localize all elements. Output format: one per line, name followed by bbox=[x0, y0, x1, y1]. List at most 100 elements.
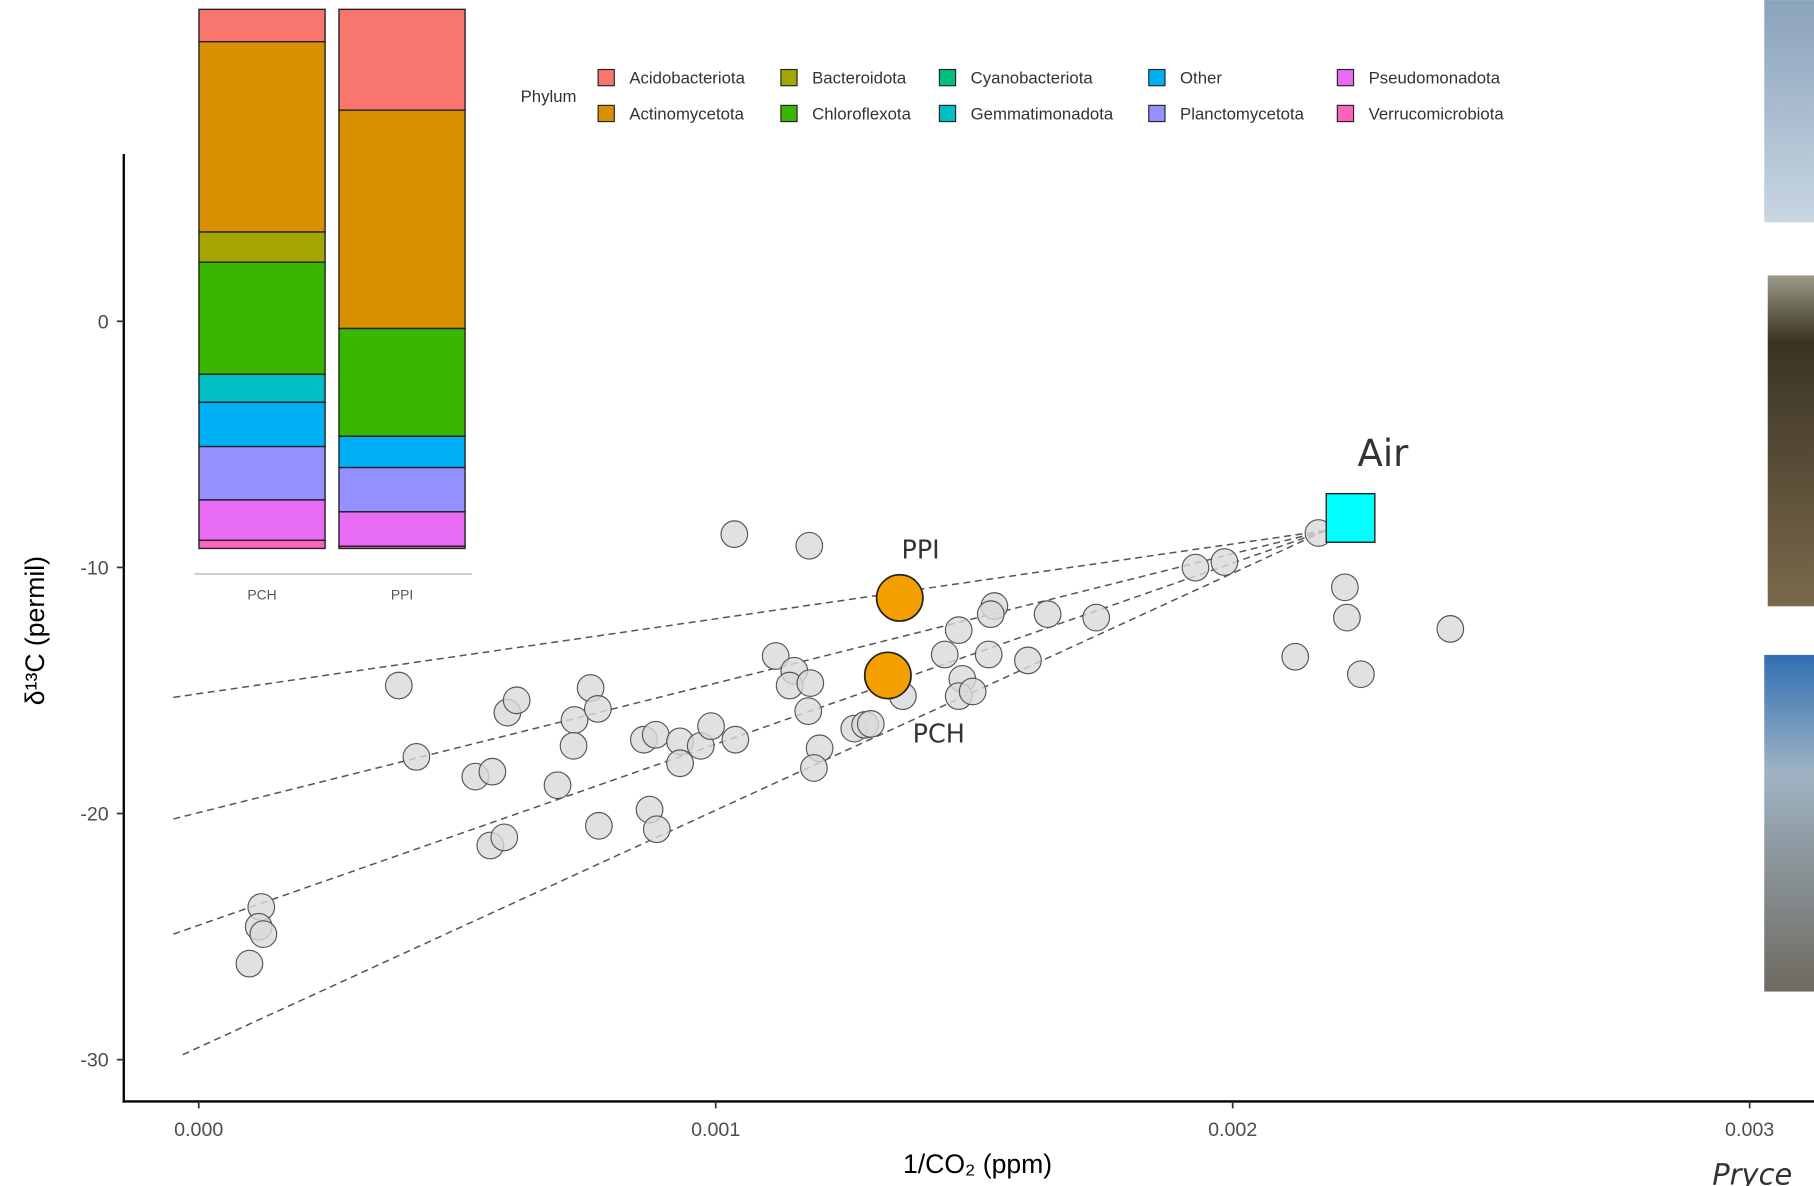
data-point bbox=[794, 697, 823, 726]
legend-swatch bbox=[1148, 104, 1166, 123]
legend-swatch bbox=[1336, 104, 1355, 123]
x-tick-label: PPI bbox=[391, 586, 413, 602]
legend-label: Acidobacteriota bbox=[629, 68, 745, 87]
bar-segment bbox=[198, 231, 326, 263]
y-tick-label: -30 bbox=[80, 1050, 108, 1072]
x-tick-label: PCH bbox=[247, 586, 276, 602]
legend-label: Pseudomonadota bbox=[1369, 68, 1501, 87]
data-point bbox=[856, 710, 885, 738]
data-point bbox=[384, 671, 413, 700]
data-point bbox=[1082, 603, 1111, 632]
bar-segment bbox=[198, 8, 326, 43]
mixing-line bbox=[182, 529, 1327, 1056]
bar-segment bbox=[338, 466, 466, 513]
legend-label: Cyanobacteriota bbox=[971, 68, 1094, 87]
data-point bbox=[697, 712, 725, 741]
bar-segment bbox=[198, 445, 326, 501]
data-point bbox=[761, 642, 790, 670]
legend-label: Verrucomicrobiota bbox=[1369, 104, 1505, 123]
bar-segment bbox=[338, 435, 466, 469]
bar-segment bbox=[198, 41, 326, 233]
data-point bbox=[958, 677, 987, 706]
data-point bbox=[800, 754, 828, 782]
legend-label: Actinomycetota bbox=[629, 104, 744, 123]
bar-segment bbox=[338, 327, 466, 438]
legend-label: Bacteroidota bbox=[812, 68, 907, 87]
reference-point bbox=[863, 651, 912, 700]
legend-label: Gemmatimonadota bbox=[971, 104, 1114, 123]
x-tick-label: 0.002 bbox=[1208, 1119, 1257, 1141]
data-point bbox=[478, 757, 507, 786]
mixing-line bbox=[173, 529, 1326, 820]
point-label: Air bbox=[1358, 432, 1410, 475]
y-tick-label: 0 bbox=[98, 311, 109, 333]
legend-swatch bbox=[597, 68, 615, 87]
data-point bbox=[1210, 548, 1239, 576]
x-tick-label: 0.001 bbox=[691, 1119, 740, 1141]
data-point bbox=[1333, 603, 1361, 632]
air-marker bbox=[1325, 492, 1376, 543]
x-tick-label: 0.003 bbox=[1725, 1119, 1774, 1141]
data-point bbox=[1181, 553, 1210, 582]
data-point bbox=[930, 640, 959, 669]
legend-swatch bbox=[1148, 68, 1166, 87]
bar-segment bbox=[198, 373, 326, 404]
reference-point bbox=[875, 573, 924, 622]
data-point bbox=[976, 600, 1005, 629]
photo bbox=[1767, 275, 1814, 607]
data-point bbox=[666, 749, 694, 778]
legend-swatch bbox=[938, 68, 957, 87]
legend-title: Phylum bbox=[521, 87, 577, 106]
legend-swatch bbox=[597, 104, 615, 123]
photo bbox=[1764, 0, 1814, 223]
data-point bbox=[1014, 646, 1042, 675]
legend-swatch bbox=[780, 68, 798, 87]
data-point bbox=[1330, 573, 1359, 602]
data-point bbox=[1347, 660, 1375, 689]
scatter-plot: 0 -10 -20 -30 0.000 0.001 0.002 0.003 1/CO₂ (ppm… bbox=[20, 153, 1814, 1186]
data-point bbox=[490, 823, 519, 852]
mixing-line bbox=[173, 529, 1326, 699]
data-point bbox=[1033, 600, 1062, 629]
bar-segment bbox=[338, 8, 466, 111]
bar-segment bbox=[198, 499, 326, 542]
legend-swatch bbox=[1336, 68, 1355, 87]
data-point bbox=[584, 811, 613, 840]
point-label: PPI bbox=[901, 536, 939, 566]
x-axis-title: 1/CO₂ (ppm) bbox=[903, 1149, 1052, 1179]
photo bbox=[1764, 654, 1814, 992]
data-point bbox=[559, 731, 588, 760]
corner-text: Pryce bbox=[1712, 1158, 1792, 1186]
legend-swatch bbox=[938, 104, 957, 123]
data-point bbox=[642, 815, 671, 844]
data-point bbox=[721, 725, 750, 754]
y-tick-label: -10 bbox=[80, 557, 108, 579]
y-axis-title: δ¹³C (permil) bbox=[20, 556, 50, 705]
mixing-line bbox=[173, 529, 1326, 935]
legend-label: Planctomycetota bbox=[1180, 104, 1305, 123]
x-tick-label: 0.000 bbox=[174, 1119, 223, 1141]
legend-swatch bbox=[780, 104, 798, 123]
data-point bbox=[974, 640, 1003, 669]
bar-segment bbox=[338, 545, 466, 550]
legend-label: Other bbox=[1180, 68, 1222, 87]
bar-segment bbox=[198, 401, 326, 448]
data-point bbox=[543, 771, 572, 800]
data-point bbox=[502, 686, 531, 715]
data-point bbox=[1281, 642, 1310, 671]
data-point bbox=[720, 520, 749, 549]
data-point bbox=[560, 706, 589, 734]
data-point bbox=[1436, 615, 1465, 643]
point-label: PCH bbox=[913, 720, 965, 750]
data-point bbox=[795, 531, 824, 560]
bar-segment bbox=[338, 109, 466, 330]
inset-bar-chart: PCH PPI Phylum Acidobacteriota Actinomycetot… bbox=[194, 8, 1505, 602]
data-point bbox=[944, 616, 973, 645]
bar-segment bbox=[198, 261, 326, 376]
data-point bbox=[641, 720, 670, 749]
bar-segment bbox=[338, 511, 466, 547]
legend-label: Chloroflexota bbox=[812, 104, 911, 123]
data-point bbox=[796, 669, 825, 697]
